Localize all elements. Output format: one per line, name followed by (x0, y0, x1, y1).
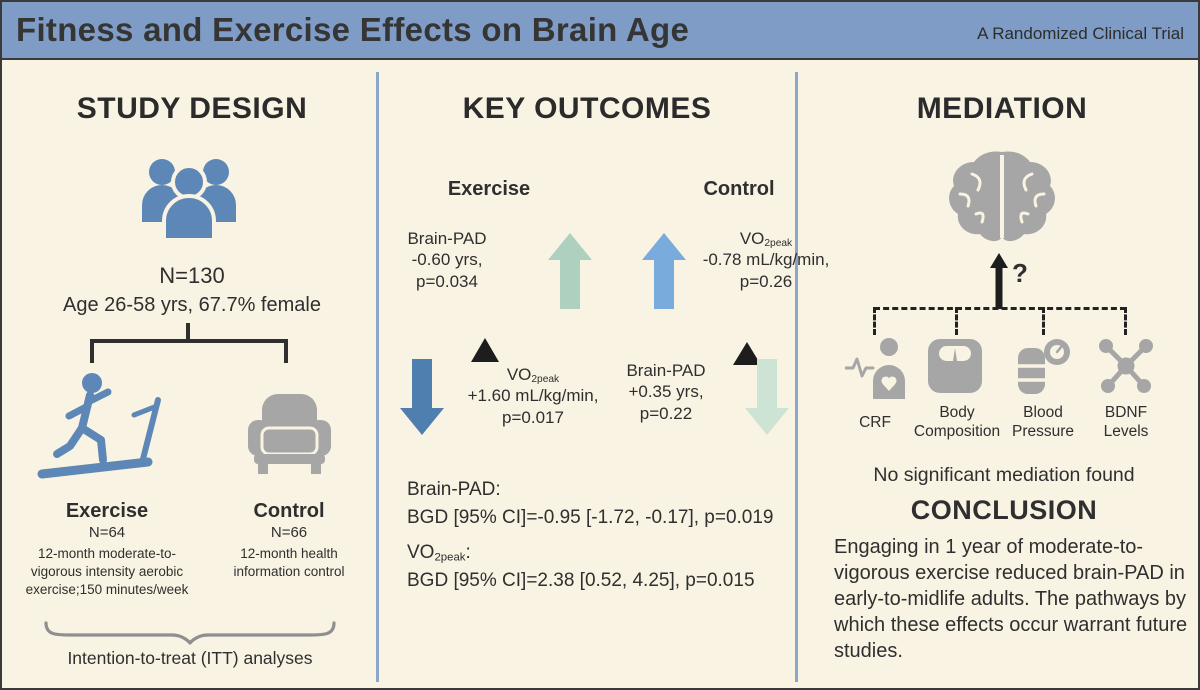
column-divider-1 (376, 72, 379, 682)
molecule-icon (1096, 334, 1156, 403)
blood-pressure-icon (1013, 336, 1073, 401)
control-brainpad-result: Brain-PAD +0.35 yrs, p=0.22 (626, 361, 706, 423)
mediator-label-blood-pressure: Blood Pressure (1011, 404, 1075, 440)
brainpad-stat-label: Brain-PAD: (407, 479, 501, 500)
conclusion-heading: CONCLUSION (910, 495, 1098, 525)
seesaw-exercise (385, 305, 607, 372)
exercise-group-label: Exercise (447, 178, 531, 200)
header-subtitle: A Randomized Clinical Trial (977, 24, 1184, 43)
itt-analysis-note: Intention-to-treat (ITT) analyses (67, 648, 313, 668)
scale-icon (926, 337, 984, 400)
control-vo2-result: VO2peak -0.78 mL/kg/min, p=0.26 (702, 229, 830, 291)
exercise-arm-n: N=64 (88, 524, 126, 541)
mediation-arrow-icon (990, 253, 1008, 314)
armchair-icon (242, 390, 337, 483)
down-arrow-green-icon (745, 359, 789, 440)
conclusion-text: Engaging in 1 year of moderate-to-vigoro… (834, 536, 1188, 662)
up-arrow-blue-icon (642, 233, 686, 314)
header-band: Fitness and Exercise Effects on Brain Ag… (2, 2, 1198, 60)
demographics: Age 26-58 yrs, 67.7% female (63, 294, 321, 316)
mediator-label-bdnf: BDNF Levels (1103, 404, 1149, 440)
brace-icon (40, 620, 340, 651)
control-arm-n: N=66 (270, 524, 308, 541)
down-arrow-blue-icon (400, 359, 444, 440)
exercise-arm-label: Exercise (65, 500, 149, 522)
exercise-arm-description: 12-month moderate-to- vigorous intensity… (25, 546, 189, 598)
exercise-vo2-result: VO2peak +1.60 mL/kg/min, p=0.017 (467, 365, 599, 427)
question-mark: ? (1012, 258, 1028, 288)
mediation-heading: MEDIATION (916, 92, 1088, 125)
column-divider-2 (795, 72, 798, 682)
mediation-result-note: No significant mediation found (873, 464, 1135, 486)
treadmill-runner-icon (34, 364, 169, 491)
seesaw-control (614, 304, 794, 373)
sample-size: N=130 (159, 263, 225, 288)
crf-icon (843, 335, 909, 404)
brainpad-stat-value: BGD [95% CI]=-0.95 [-1.72, -0.17], p=0.0… (407, 506, 774, 528)
brain-icon (942, 146, 1062, 253)
fulcrum-control (733, 342, 761, 365)
control-arm-label: Control (253, 500, 325, 522)
people-icon (134, 148, 244, 249)
vo2-stat-label: VO2peak: (407, 542, 471, 564)
control-arm-description: 12-month health information control (233, 546, 345, 580)
mediator-label-body-composition: Body Composition (913, 404, 1001, 440)
mediator-label-crf: CRF (859, 414, 891, 431)
vo2-stat-value: BGD [95% CI]=2.38 [0.52, 4.25], p=0.015 (407, 569, 755, 591)
key-outcomes-heading: KEY OUTCOMES (462, 92, 712, 125)
study-design-heading: STUDY DESIGN (76, 92, 308, 125)
fulcrum-exercise (471, 338, 499, 362)
effect-estimates: Brain-PAD: BGD [95% CI]=-0.95 [-1.72, -0… (407, 476, 792, 594)
control-group-label: Control (703, 178, 775, 200)
up-arrow-green-icon (548, 233, 592, 314)
exercise-brainpad-result: Brain-PAD -0.60 yrs, p=0.034 (407, 229, 487, 291)
page-title: Fitness and Exercise Effects on Brain Ag… (16, 11, 690, 48)
